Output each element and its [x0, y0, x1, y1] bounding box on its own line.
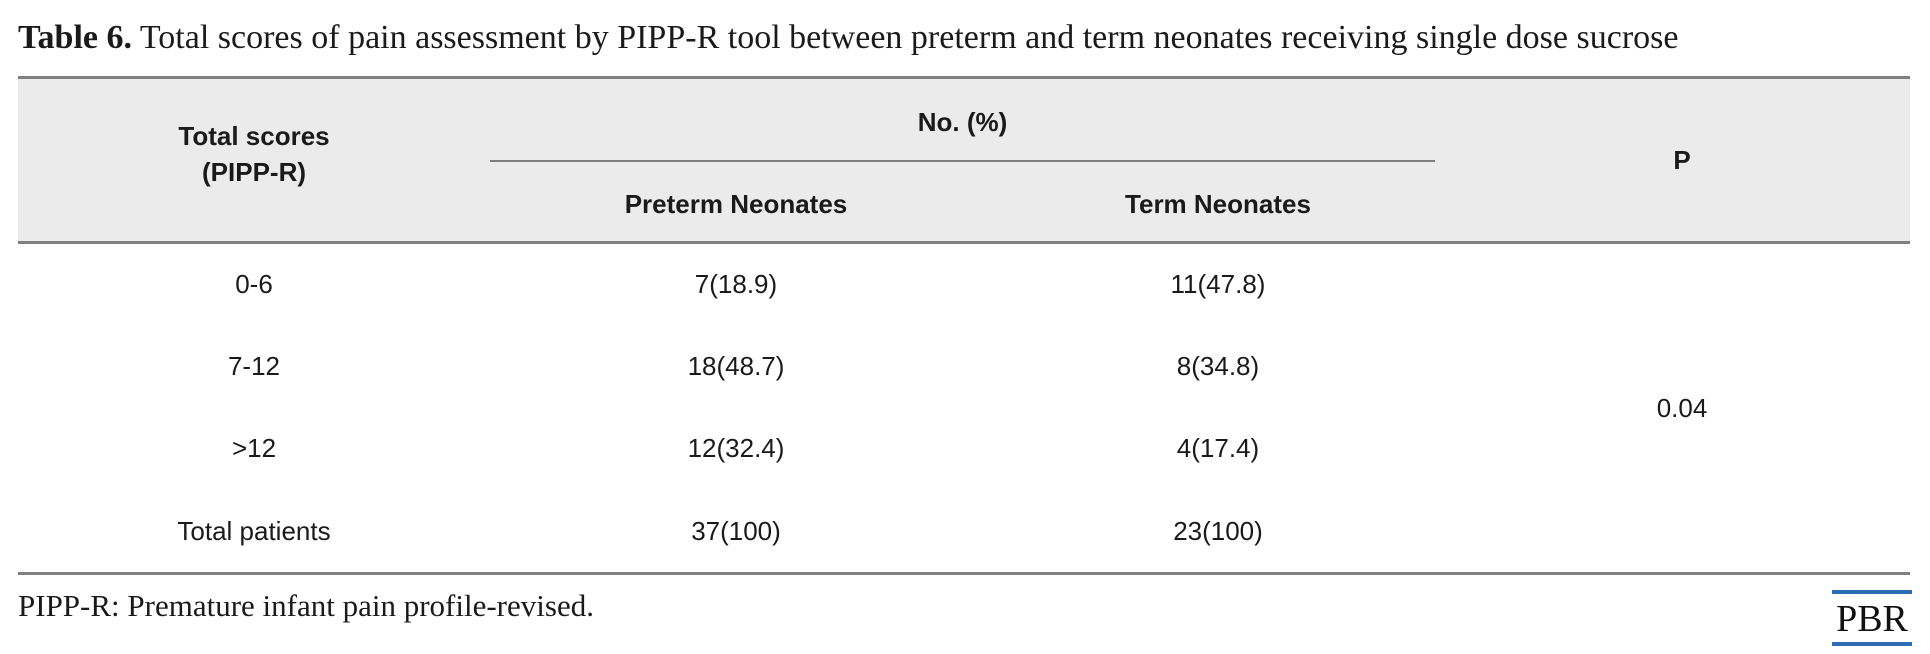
- table-top-rule: [18, 76, 1910, 79]
- logo-text: PBR: [1836, 598, 1908, 640]
- row-0-preterm: 7(18.9): [694, 269, 778, 299]
- group-header-rule: [490, 160, 1435, 162]
- header-term: Term Neonates: [1125, 189, 1311, 219]
- header-group-no-percent: No. (%): [917, 107, 1008, 137]
- logo-bottom-bar: [1832, 642, 1912, 646]
- caption-text: Total scores of pain assessment by PIPP-…: [139, 19, 1679, 56]
- table-header-rule: [18, 241, 1910, 244]
- row-1-term: 8(34.8): [1176, 351, 1260, 381]
- header-p: P: [1673, 145, 1691, 175]
- table-bottom-rule: [18, 572, 1910, 575]
- table-caption: Table 6. Total scores of pain assessment…: [18, 14, 1678, 62]
- row-2-preterm: 12(32.4): [687, 433, 785, 463]
- row-3-preterm: 37(100): [691, 516, 781, 546]
- row-0-term: 11(47.8): [1170, 269, 1266, 299]
- row-1-score: 7-12: [227, 351, 281, 381]
- p-value: 0.04: [1656, 393, 1708, 423]
- pbr-logo: PBR: [1832, 590, 1912, 646]
- header-total-scores: Total scores: [178, 121, 330, 151]
- row-1-preterm: 18(48.7): [687, 351, 785, 381]
- row-0-score: 0-6: [235, 269, 273, 299]
- row-2-term: 4(17.4): [1176, 433, 1260, 463]
- header-preterm: Preterm Neonates: [624, 189, 848, 219]
- scores-table: Total scores (PIPP-R) No. (%) Preterm Ne…: [18, 76, 1910, 576]
- header-total-scores-sub: (PIPP-R): [202, 157, 306, 187]
- row-3-term: 23(100): [1173, 516, 1263, 546]
- row-3-score: Total patients: [177, 516, 331, 546]
- logo-top-bar: [1832, 590, 1912, 594]
- row-2-score: >12: [231, 433, 277, 463]
- caption-label: Table 6.: [18, 19, 133, 56]
- table-footnote: PIPP-R: Premature infant pain profile-re…: [18, 588, 594, 623]
